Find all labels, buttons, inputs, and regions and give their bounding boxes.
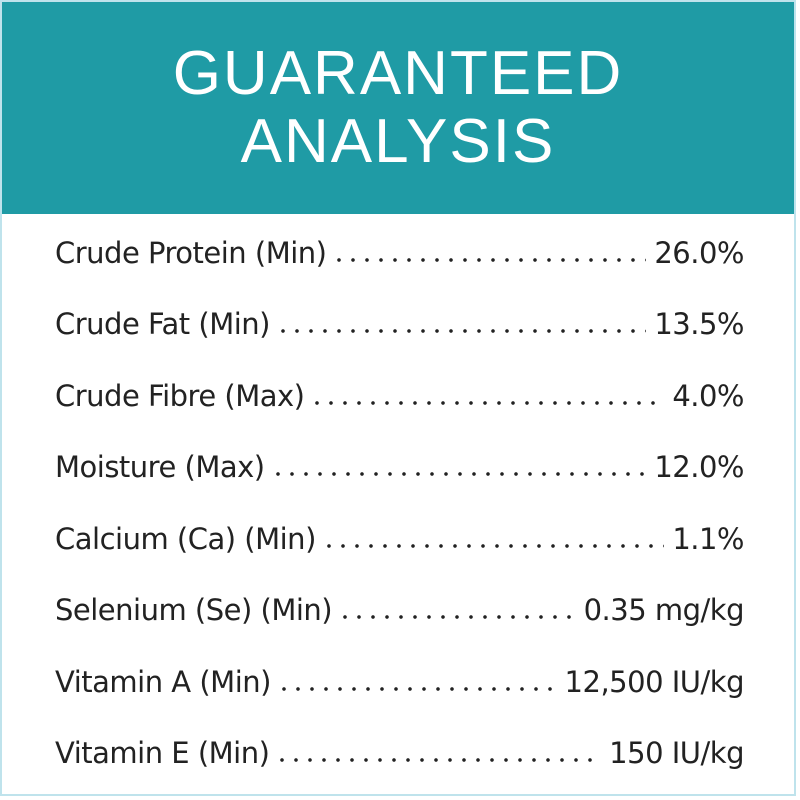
nutrient-label: Selenium (Se) (Min) [55,593,333,628]
title-line: GUARANTEED [172,39,624,108]
nutrient-label: Vitamin A (Min) [55,664,271,699]
dot-leader [276,684,557,693]
nutrient-value: 150 IU/kg [609,736,744,771]
header: GUARANTEED ANALYSIS [2,2,794,214]
nutrient-value: 12,500 IU/kg [564,664,745,699]
nutrient-value: 0.35 mg/kg [583,593,745,628]
nutrient-value: 1.1% [672,521,744,556]
analysis-row: Crude Fibre (Max) 4.0% [55,360,744,432]
analysis-row: Vitamin E (Min) 150 IU/kg [55,718,744,790]
dot-leader [338,613,576,622]
dot-leader [332,255,647,264]
dot-leader [275,327,647,336]
nutrient-value: 26.0% [654,235,744,270]
analysis-row: Crude Fat (Min) 13.5% [55,289,744,361]
dot-leader [321,541,665,550]
analysis-row: Moisture (Max) 12.0% [55,432,744,504]
nutrient-value: 12.0% [654,450,744,485]
dot-leader [275,756,602,765]
analysis-row: Vitamin A (Min) 12,500 IU/kg [55,646,745,718]
nutrient-label: Crude Protein (Min) [55,235,327,270]
rows: Crude Protein (Min) 26.0% Crude Fat (Min) 1… [55,217,745,790]
analysis-row: Calcium (Ca) (Min) 1.1% [55,503,744,575]
analysis-row: Selenium (Se) (Min) 0.35 mg/kg [55,575,745,647]
analysis-row: Crude Protein (Min) 26.0% [55,217,744,289]
nutrient-value: 4.0% [672,378,744,413]
dot-leader [310,398,665,407]
title-line: ANALYSIS [240,107,556,176]
nutrient-label: Vitamin E (Min) [55,736,270,771]
nutrient-label: Crude Fat (Min) [55,307,270,342]
nutrient-value: 13.5% [654,307,744,342]
nutrient-label: Calcium (Ca) (Min) [55,521,316,556]
dot-leader [270,470,647,479]
nutrient-label: Crude Fibre (Max) [55,378,305,413]
nutrient-label: Moisture (Max) [55,450,265,485]
